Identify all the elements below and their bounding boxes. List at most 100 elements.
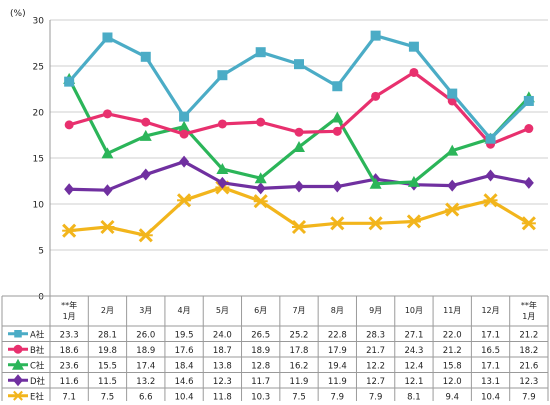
table-value: 22.8: [328, 330, 347, 340]
table-value: 18.9: [136, 346, 155, 356]
data-point: [370, 30, 381, 41]
data-point: [102, 109, 112, 119]
legend-marker: [13, 374, 23, 387]
data-point: [485, 169, 496, 182]
table-value: 9.4: [445, 392, 459, 401]
table-value: 17.1: [481, 361, 500, 371]
table-value: 7.9: [331, 392, 345, 401]
series-A社: [64, 30, 534, 144]
legend-label: A社: [30, 329, 45, 340]
series-B社: [64, 67, 534, 149]
y-axis: 0 5 10 15 20 25 30: [33, 17, 51, 303]
x-category-label: 12月: [481, 306, 499, 315]
data-point: [332, 81, 343, 92]
table-value: 17.6: [175, 346, 194, 356]
data-point: [62, 223, 77, 238]
y-tick-label: 5: [38, 247, 44, 257]
x-category-label: 8月: [331, 306, 344, 315]
table-value: 16.5: [481, 346, 500, 356]
y-tick-label: 0: [38, 293, 44, 303]
data-point: [141, 117, 151, 127]
data-point: [102, 184, 113, 197]
table-value: 7.5: [292, 392, 306, 401]
data-point: [254, 172, 267, 184]
table-value: 18.6: [60, 346, 79, 356]
data-table: **年 1月 2月 3月 4月 5月 6月 7月 8月 9月 10月 11月 12月 **年 1月 A社 23.…: [1, 295, 549, 404]
table-value: 17.9: [328, 346, 347, 356]
data-point: [140, 168, 151, 181]
table-value: 12.2: [366, 361, 385, 371]
data-point: [407, 175, 420, 187]
series-C社: [63, 72, 535, 189]
x-category-label: 5月: [216, 306, 229, 315]
table-value: 7.9: [522, 392, 536, 401]
data-point: [447, 179, 458, 192]
data-point: [255, 47, 266, 58]
legend-label: E社: [30, 391, 44, 401]
table-value: 11.7: [251, 377, 270, 387]
table-value: 6.6: [139, 392, 153, 401]
table-value: 7.1: [62, 392, 76, 401]
data-point: [256, 117, 266, 127]
table-value: 16.2: [290, 361, 309, 371]
table-value: 18.4: [175, 361, 194, 371]
data-point: [291, 219, 307, 235]
table-value: 10.3: [251, 392, 270, 401]
data-point: [101, 147, 114, 159]
data-point: [408, 41, 419, 52]
data-point: [368, 216, 383, 231]
table-value: 12.3: [213, 377, 232, 387]
x-category-label: 7月: [292, 306, 305, 315]
data-point: [409, 67, 419, 77]
table-value: 13.2: [136, 377, 155, 387]
data-point: [294, 127, 304, 137]
data-point: [446, 144, 459, 156]
table-value: 7.5: [101, 392, 115, 401]
table-value: 10.4: [481, 392, 500, 401]
data-point: [483, 193, 498, 208]
x-category-label: 9月: [369, 306, 382, 315]
data-point: [406, 214, 421, 229]
legend-marker: [13, 390, 23, 401]
legend-label: C社: [30, 360, 45, 371]
table-value: 21.2: [519, 330, 538, 340]
legend-marker: [14, 330, 22, 338]
table-value: 24.0: [213, 330, 232, 340]
table-value: 28.1: [98, 330, 117, 340]
table-value: 18.2: [519, 346, 538, 356]
y-axis-unit-label: (%): [10, 9, 26, 19]
data-point: [179, 129, 189, 139]
table-value: 21.7: [366, 346, 385, 356]
table-value: 13.8: [213, 361, 232, 371]
x-category-label: **年 1月: [521, 300, 537, 321]
x-category-label: 4月: [178, 306, 191, 315]
data-point: [179, 155, 190, 168]
table-value: 27.1: [404, 330, 423, 340]
table-value: 26.0: [136, 330, 155, 340]
y-tick-label: 30: [33, 17, 45, 27]
data-point: [100, 219, 115, 235]
data-point: [330, 216, 345, 231]
data-point: [294, 59, 304, 70]
table-value: 23.3: [60, 330, 79, 340]
data-point: [64, 183, 75, 196]
table-value: 17.1: [481, 330, 500, 340]
table-value: 26.5: [251, 330, 270, 340]
table-value: 18.9: [251, 346, 270, 356]
series-line: [67, 34, 530, 141]
data-point: [523, 95, 534, 106]
data-point: [331, 111, 344, 123]
data-point: [447, 88, 458, 99]
data-point: [102, 32, 113, 43]
series-lines: [62, 30, 536, 243]
x-category-label: 3月: [139, 306, 152, 315]
table-value: 19.8: [98, 346, 117, 356]
table-value: 14.6: [175, 377, 194, 387]
x-category-label: 2月: [101, 306, 114, 315]
table-value: 17.4: [136, 361, 155, 371]
data-point: [217, 176, 228, 189]
table-value: 12.0: [443, 377, 462, 387]
table-value: 12.3: [519, 377, 538, 387]
